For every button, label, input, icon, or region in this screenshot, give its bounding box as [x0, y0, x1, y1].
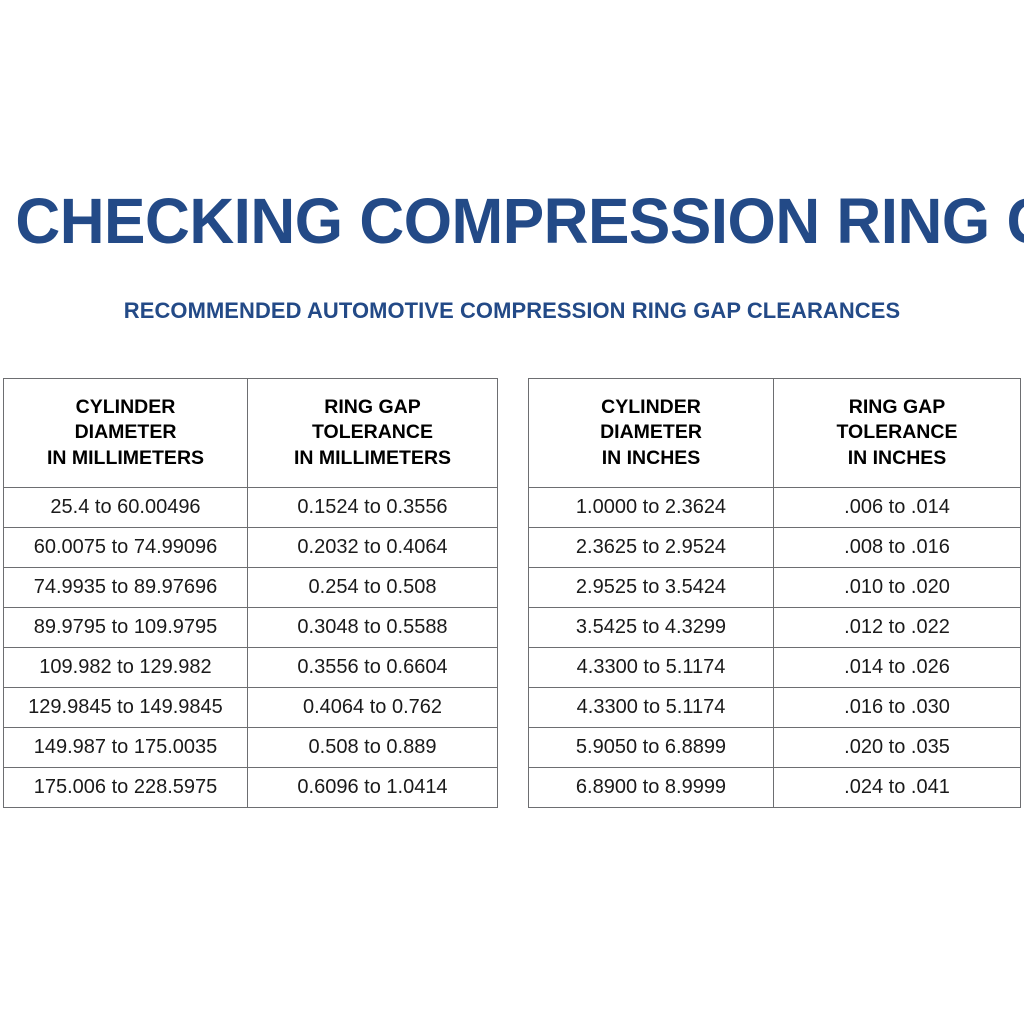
table-row: 89.9795 to 109.9795 0.3048 to 0.5588	[3, 607, 498, 648]
cell-tolerance: .008 to .016	[773, 527, 1021, 568]
cell-tolerance: .014 to .026	[773, 647, 1021, 688]
cell-diameter: 6.8900 to 8.9999	[528, 767, 774, 808]
cell-diameter: 175.006 to 228.5975	[3, 767, 248, 808]
cell-diameter: 2.9525 to 3.5424	[528, 567, 774, 608]
imperial-diameter-header-line2: DIAMETER	[600, 421, 702, 444]
table-header-row: CYLINDER DIAMETER IN MILLIMETERS RING GA…	[3, 378, 498, 488]
page-subtitle: RECOMMENDED AUTOMOTIVE COMPRESSION RING …	[123, 298, 901, 323]
cell-diameter: 1.0000 to 2.3624	[528, 487, 774, 528]
cell-tolerance: 0.4064 to 0.762	[247, 687, 498, 728]
table-row: 175.006 to 228.5975 0.6096 to 1.0414	[3, 767, 498, 808]
cell-diameter: 25.4 to 60.00496	[3, 487, 248, 528]
metric-tolerance-header: RING GAP TOLERANCE IN MILLIMETERS	[247, 378, 498, 488]
cell-diameter: 129.9845 to 149.9845	[3, 687, 248, 728]
imperial-diameter-header: CYLINDER DIAMETER IN INCHES	[528, 378, 774, 488]
cell-diameter: 109.982 to 129.982	[3, 647, 248, 688]
table-row: 5.9050 to 6.8899 .020 to .035	[528, 727, 1021, 768]
cell-diameter: 5.9050 to 6.8899	[528, 727, 774, 768]
metric-diameter-header-line3: IN MILLIMETERS	[46, 446, 205, 469]
table-row: 2.3625 to 2.9524 .008 to .016	[528, 527, 1021, 568]
cell-diameter: 3.5425 to 4.3299	[528, 607, 774, 648]
metric-diameter-header-line2: DIAMETER	[74, 421, 177, 444]
cell-tolerance: .010 to .020	[773, 567, 1021, 608]
cell-tolerance: 0.254 to 0.508	[247, 567, 498, 608]
table-row: 129.9845 to 149.9845 0.4064 to 0.762	[3, 687, 498, 728]
cell-tolerance: 0.3556 to 0.6604	[247, 647, 498, 688]
cell-diameter: 60.0075 to 74.99096	[3, 527, 248, 568]
table-row: 3.5425 to 4.3299 .012 to .022	[528, 607, 1021, 648]
cell-tolerance: .006 to .014	[773, 487, 1021, 528]
cell-diameter: 4.3300 to 5.1174	[528, 687, 774, 728]
cell-tolerance: 0.508 to 0.889	[247, 727, 498, 768]
imperial-diameter-header-line1: CYLINDER	[601, 395, 701, 418]
cell-tolerance: .016 to .030	[773, 687, 1021, 728]
imperial-tolerance-header-line2: TOLERANCE	[836, 421, 958, 444]
imperial-tolerance-header-line1: RING GAP	[848, 395, 946, 418]
table-row: 4.3300 to 5.1174 .014 to .026	[528, 647, 1021, 688]
tables-area: CYLINDER DIAMETER IN MILLIMETERS RING GA…	[0, 378, 1024, 808]
metric-diameter-header-line1: CYLINDER	[75, 395, 176, 418]
cell-tolerance: 0.6096 to 1.0414	[247, 767, 498, 808]
title-block: CHECKING COMPRESSION RING GAPS	[0, 186, 1024, 256]
table-row: 6.8900 to 8.9999 .024 to .041	[528, 767, 1021, 808]
cell-tolerance: 0.3048 to 0.5588	[247, 607, 498, 648]
cell-tolerance: .020 to .035	[773, 727, 1021, 768]
cell-tolerance: 0.1524 to 0.3556	[247, 487, 498, 528]
page-title: CHECKING COMPRESSION RING GAPS	[15, 185, 1024, 257]
metric-table: CYLINDER DIAMETER IN MILLIMETERS RING GA…	[3, 378, 498, 808]
metric-diameter-header: CYLINDER DIAMETER IN MILLIMETERS	[3, 378, 248, 488]
imperial-diameter-header-line3: IN INCHES	[601, 446, 701, 469]
cell-diameter: 2.3625 to 2.9524	[528, 527, 774, 568]
table-header-row: CYLINDER DIAMETER IN INCHES RING GAP TOL…	[528, 378, 1021, 488]
metric-tolerance-header-line2: TOLERANCE	[312, 421, 433, 444]
cell-tolerance: .012 to .022	[773, 607, 1021, 648]
table-row: 25.4 to 60.00496 0.1524 to 0.3556	[3, 487, 498, 528]
table-row: 1.0000 to 2.3624 .006 to .014	[528, 487, 1021, 528]
table-row: 2.9525 to 3.5424 .010 to .020	[528, 567, 1021, 608]
table-row: 109.982 to 129.982 0.3556 to 0.6604	[3, 647, 498, 688]
imperial-tolerance-header-line3: IN INCHES	[847, 446, 947, 469]
cell-diameter: 74.9935 to 89.97696	[3, 567, 248, 608]
table-row: 4.3300 to 5.1174 .016 to .030	[528, 687, 1021, 728]
table-row: 60.0075 to 74.99096 0.2032 to 0.4064	[3, 527, 498, 568]
imperial-table: CYLINDER DIAMETER IN INCHES RING GAP TOL…	[528, 378, 1021, 808]
table-row: 74.9935 to 89.97696 0.254 to 0.508	[3, 567, 498, 608]
cell-diameter: 149.987 to 175.0035	[3, 727, 248, 768]
cell-tolerance: .024 to .041	[773, 767, 1021, 808]
cell-tolerance: 0.2032 to 0.4064	[247, 527, 498, 568]
cell-diameter: 89.9795 to 109.9795	[3, 607, 248, 648]
metric-tolerance-header-line1: RING GAP	[324, 395, 421, 418]
metric-tolerance-header-line3: IN MILLIMETERS	[293, 446, 452, 469]
table-row: 149.987 to 175.0035 0.508 to 0.889	[3, 727, 498, 768]
imperial-tolerance-header: RING GAP TOLERANCE IN INCHES	[773, 378, 1021, 488]
cell-diameter: 4.3300 to 5.1174	[528, 647, 774, 688]
